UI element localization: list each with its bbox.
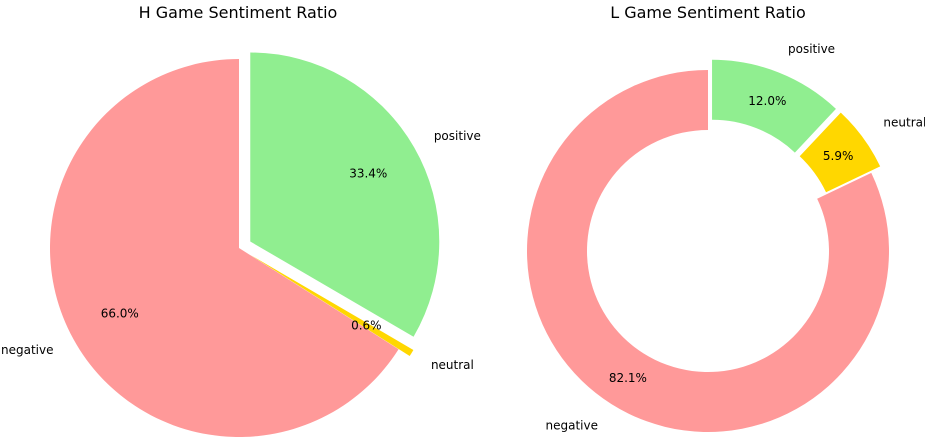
pct-label-negative: 82.1% (609, 371, 647, 385)
pct-label-positive: 12.0% (748, 94, 786, 108)
label-negative: negative (1, 343, 53, 357)
h-game-pie-chart: H Game Sentiment Ratio positive 33.4% neut… (1, 3, 481, 437)
pct-label-neutral: 5.9% (823, 149, 854, 163)
slice-negative (49, 59, 399, 437)
chart-title-h-game: H Game Sentiment Ratio (139, 3, 338, 22)
label-positive: positive (434, 129, 481, 143)
pct-label-neutral: 0.6% (351, 318, 382, 332)
l-game-donut-chart: L Game Sentiment Ratio positive 12.0% neut… (527, 3, 925, 433)
h-game-labels: positive 33.4% neutral 0.6% negative 66.0% (1, 129, 481, 372)
slice-positive (250, 52, 440, 337)
h-game-slices (49, 52, 440, 437)
chart-title-l-game: L Game Sentiment Ratio (610, 3, 806, 22)
slice-neutral (799, 112, 881, 193)
slice-neutral (250, 254, 414, 357)
label-neutral: neutral (431, 358, 474, 372)
l-game-slices (527, 59, 890, 432)
pct-label-negative: 66.0% (101, 307, 139, 321)
slice-negative (527, 70, 890, 432)
l-game-labels: positive 12.0% neutral 5.9% negative 82.1% (546, 42, 925, 433)
label-neutral: neutral (883, 116, 925, 130)
label-negative: negative (546, 419, 598, 433)
label-positive: positive (788, 42, 835, 56)
pct-label-positive: 33.4% (349, 167, 387, 181)
slice-positive (712, 59, 836, 153)
